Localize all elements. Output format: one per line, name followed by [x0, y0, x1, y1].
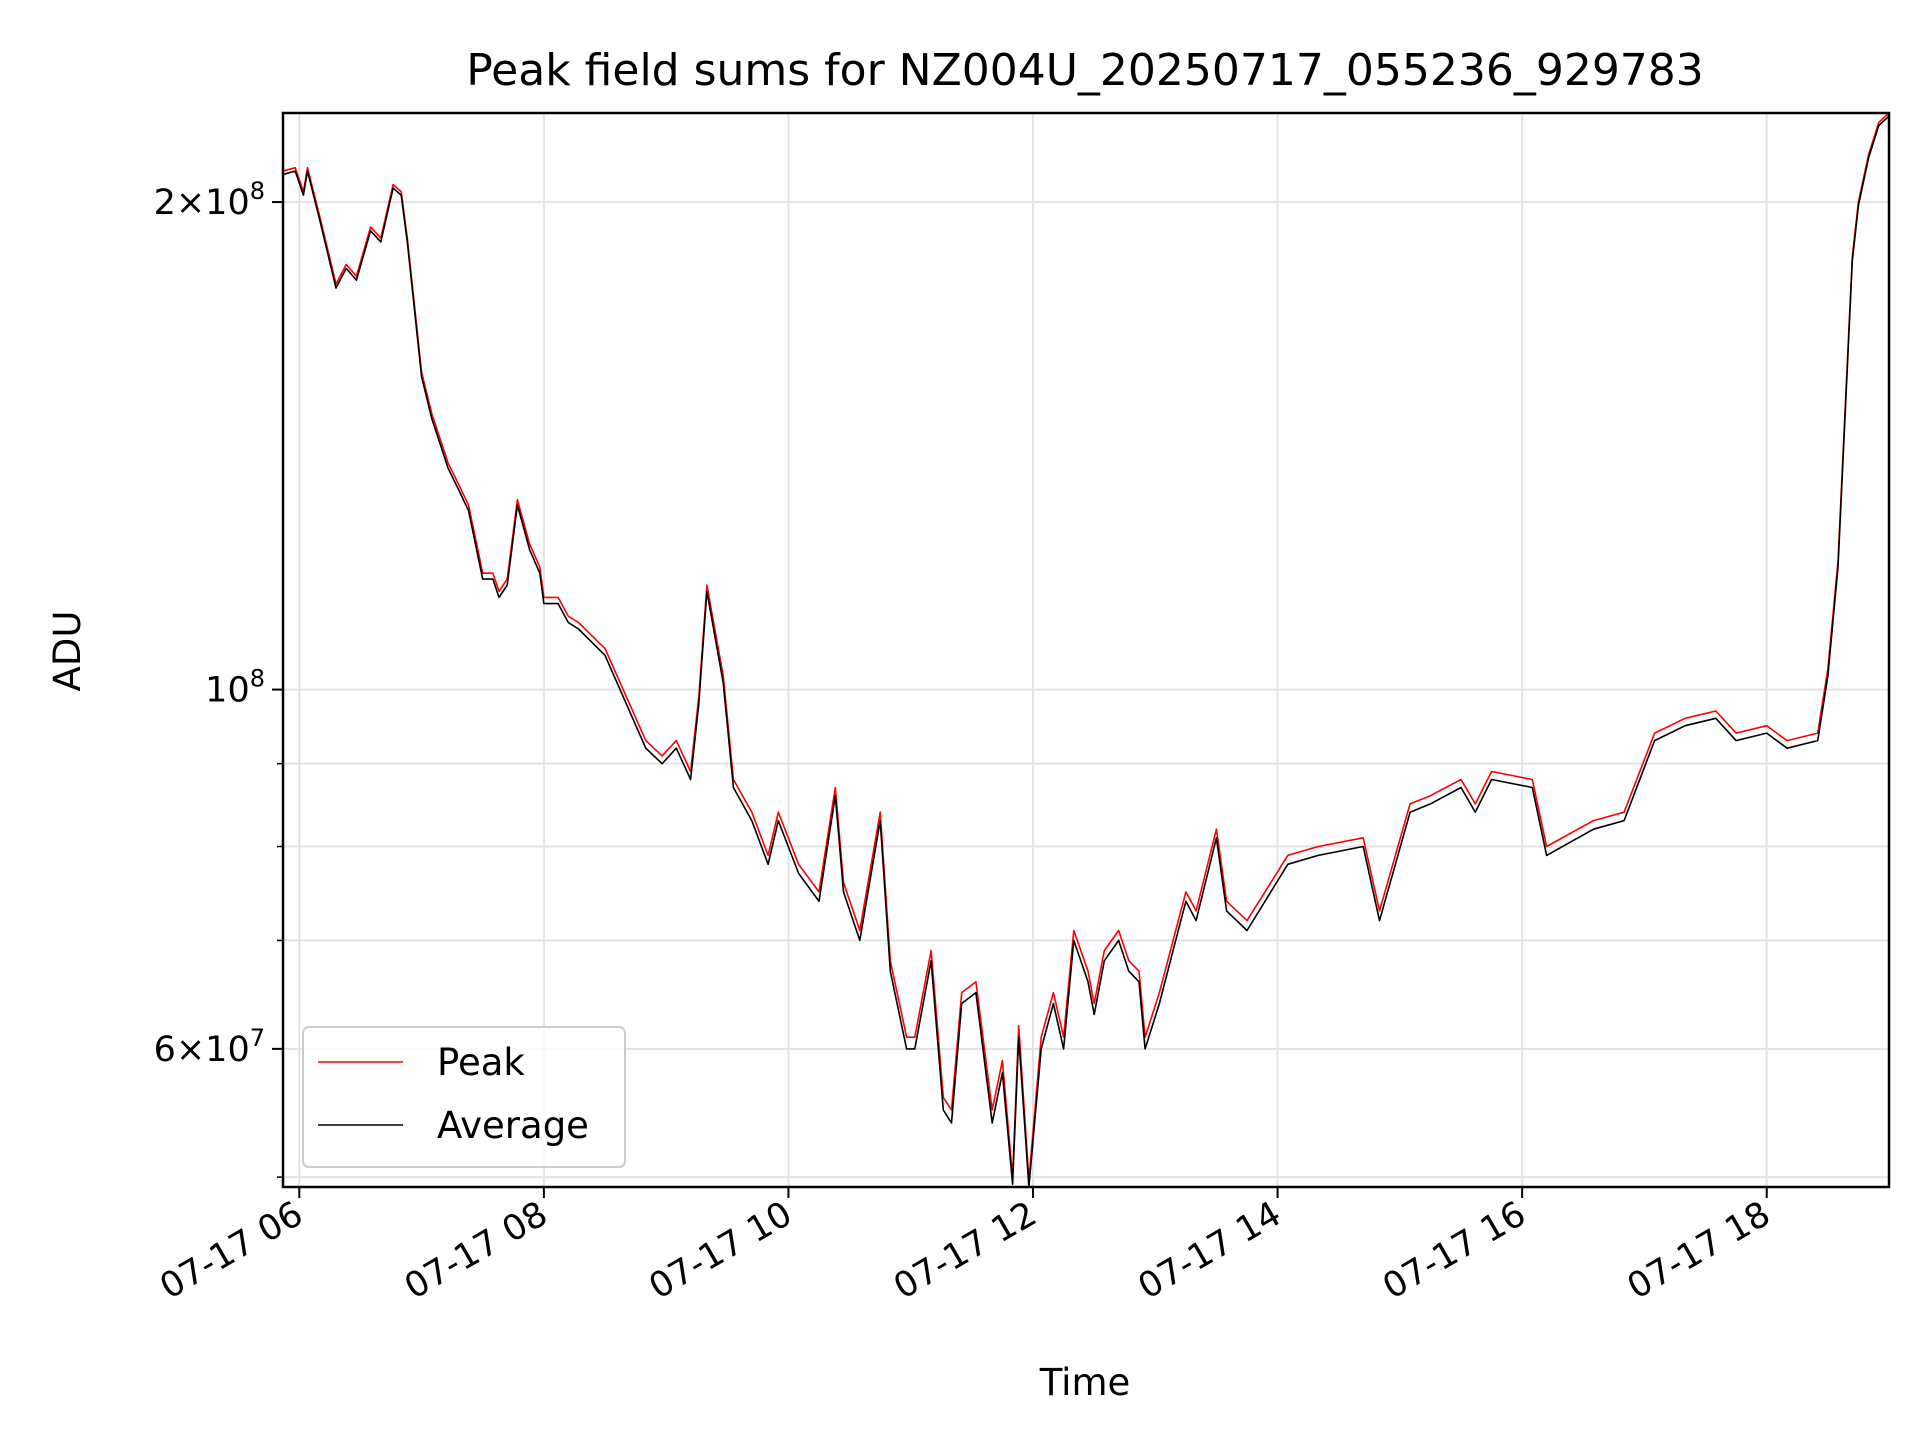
y-tick-label: 2×108	[154, 177, 265, 223]
series-line-peak	[283, 113, 1889, 1181]
y-axis-label: ADU	[46, 611, 89, 692]
y-tick-label: 108	[205, 665, 265, 711]
x-axis-label: Time	[1039, 1361, 1131, 1404]
chart-title: Peak field sums for NZ004U_20250717_0552…	[466, 45, 1704, 96]
legend-label-average: Average	[437, 1104, 589, 1147]
legend: Peak Average	[302, 1026, 626, 1168]
series-line-average	[283, 115, 1889, 1187]
plot-frame	[281, 111, 1891, 1189]
series-layer	[283, 113, 1889, 1187]
legend-label-peak: Peak	[437, 1041, 525, 1084]
y-tick-label: 6×107	[154, 1024, 265, 1070]
y-axis: 6×107 108 2×108	[154, 177, 283, 1178]
